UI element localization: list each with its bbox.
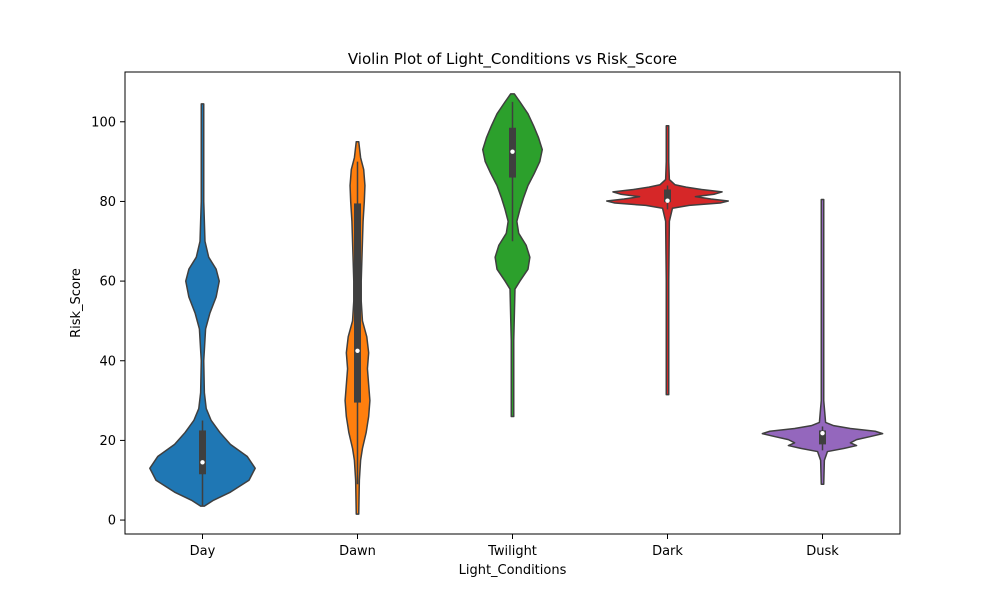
violin-iqr-box — [199, 430, 206, 475]
violin-body — [605, 125, 730, 396]
violin-body — [761, 198, 884, 485]
chart-title: Violin Plot of Light_Conditions vs Risk_… — [348, 50, 677, 69]
x-tick-label-dusk: Dusk — [806, 544, 839, 559]
x-axis-label: Light_Conditions — [459, 563, 567, 578]
y-tick-label: 0 — [108, 514, 116, 529]
violin-iqr-box — [819, 430, 826, 445]
violin-iqr-box — [354, 203, 361, 403]
plot-area — [149, 93, 884, 515]
violin-median-marker — [820, 431, 825, 436]
y-tick-label: 100 — [91, 115, 116, 130]
violin-median-marker — [510, 149, 515, 154]
violin-body — [481, 93, 544, 418]
violin-median-marker — [200, 460, 205, 465]
y-tick-label: 60 — [99, 275, 116, 290]
y-tick-label: 40 — [99, 354, 116, 369]
x-tick-label-dawn: Dawn — [339, 544, 376, 559]
violin-dawn — [344, 140, 371, 515]
y-tick-label: 80 — [99, 195, 116, 210]
violin-median-marker — [665, 198, 670, 203]
y-tick-label: 20 — [99, 434, 116, 449]
violin-iqr-box — [664, 189, 671, 203]
violin-body — [149, 103, 256, 507]
x-tick-label-dark: Dark — [652, 544, 683, 559]
violin-twilight — [481, 93, 544, 418]
y-axis-label: Risk_Score — [69, 268, 84, 338]
violin-day — [149, 103, 256, 507]
violin-dark — [605, 125, 730, 396]
x-tick-label-twilight: Twilight — [487, 544, 537, 559]
x-axis: Day Dawn Twilight Dark Dusk — [190, 534, 839, 559]
violin-dusk — [761, 198, 884, 485]
x-tick-label-day: Day — [190, 544, 216, 559]
y-axis: 0 20 40 60 80 100 — [91, 115, 125, 529]
violin-median-marker — [355, 348, 360, 353]
